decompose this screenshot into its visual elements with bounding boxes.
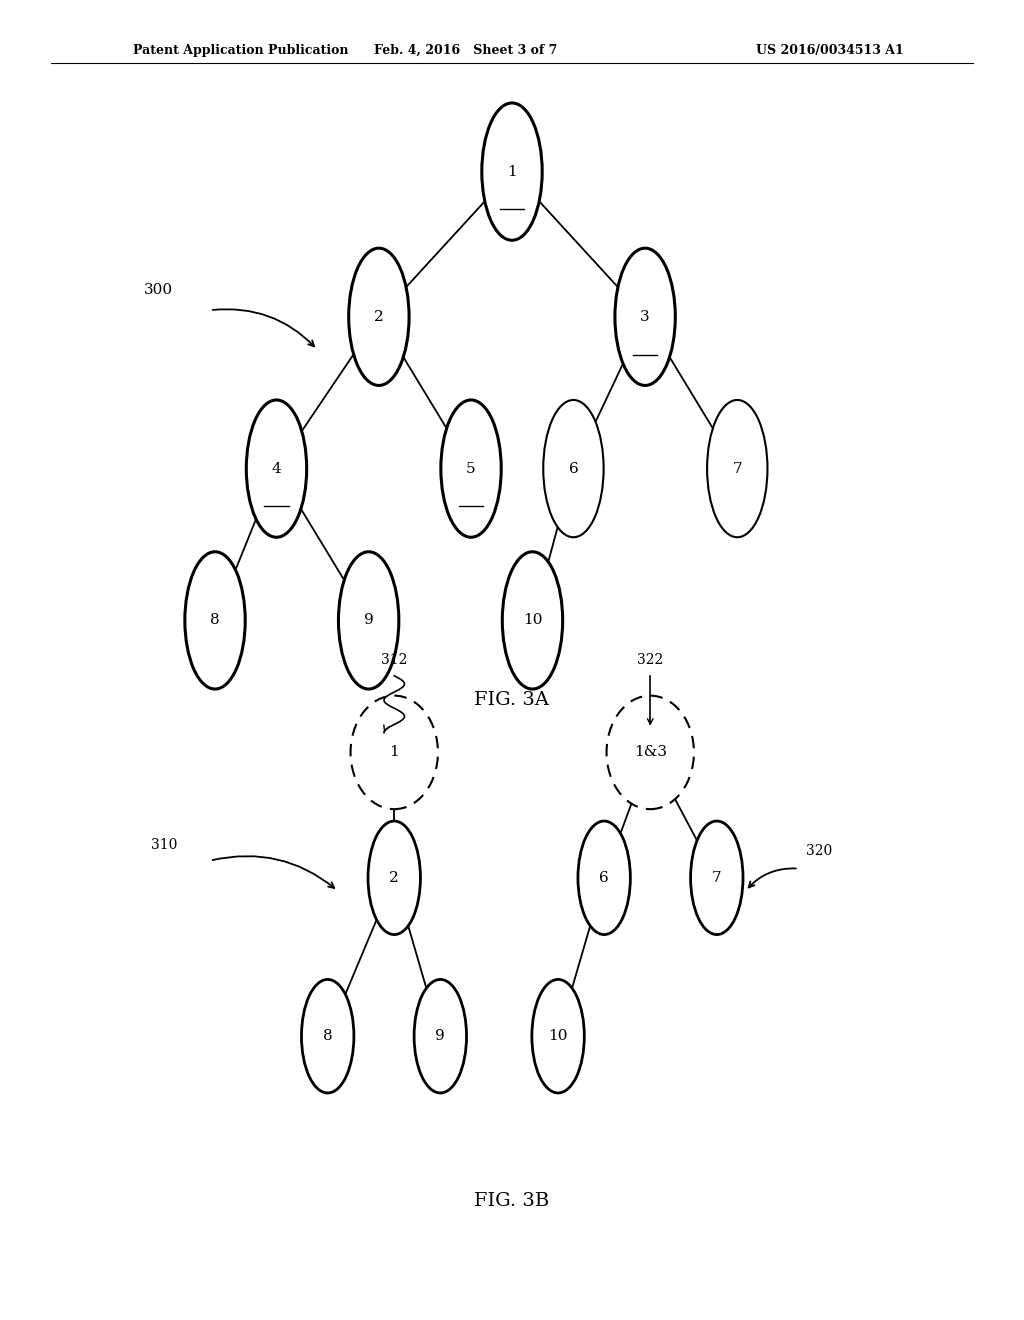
Ellipse shape xyxy=(441,400,501,537)
Text: 1&3: 1&3 xyxy=(634,746,667,759)
Ellipse shape xyxy=(339,552,398,689)
Text: 5: 5 xyxy=(466,462,476,475)
Text: 10: 10 xyxy=(522,614,543,627)
Text: Patent Application Publication: Patent Application Publication xyxy=(133,44,348,57)
Ellipse shape xyxy=(301,979,354,1093)
Text: 322: 322 xyxy=(637,652,664,667)
Text: 310: 310 xyxy=(151,838,177,851)
Text: 1: 1 xyxy=(389,746,399,759)
Text: 6: 6 xyxy=(568,462,579,475)
Ellipse shape xyxy=(349,248,409,385)
Ellipse shape xyxy=(708,400,767,537)
Text: 7: 7 xyxy=(712,871,722,884)
Text: 300: 300 xyxy=(144,284,173,297)
Ellipse shape xyxy=(247,400,306,537)
Text: US 2016/0034513 A1: US 2016/0034513 A1 xyxy=(756,44,903,57)
Text: 9: 9 xyxy=(435,1030,445,1043)
Ellipse shape xyxy=(414,979,467,1093)
Text: Feb. 4, 2016   Sheet 3 of 7: Feb. 4, 2016 Sheet 3 of 7 xyxy=(374,44,558,57)
Text: 9: 9 xyxy=(364,614,374,627)
Ellipse shape xyxy=(482,103,542,240)
Ellipse shape xyxy=(615,248,675,385)
Text: FIG. 3A: FIG. 3A xyxy=(474,690,550,709)
Text: 7: 7 xyxy=(732,462,742,475)
Ellipse shape xyxy=(185,552,245,689)
Text: 10: 10 xyxy=(548,1030,568,1043)
Text: FIG. 3B: FIG. 3B xyxy=(474,1192,550,1210)
Text: 2: 2 xyxy=(389,871,399,884)
Ellipse shape xyxy=(606,696,694,809)
Text: 8: 8 xyxy=(323,1030,333,1043)
Ellipse shape xyxy=(368,821,421,935)
Ellipse shape xyxy=(690,821,743,935)
Ellipse shape xyxy=(578,821,631,935)
Ellipse shape xyxy=(544,400,603,537)
Text: 1: 1 xyxy=(507,165,517,178)
Text: 6: 6 xyxy=(599,871,609,884)
Text: 4: 4 xyxy=(271,462,282,475)
Text: 2: 2 xyxy=(374,310,384,323)
Text: 8: 8 xyxy=(210,614,220,627)
Ellipse shape xyxy=(503,552,562,689)
Ellipse shape xyxy=(350,696,438,809)
Text: 320: 320 xyxy=(806,845,833,858)
Ellipse shape xyxy=(531,979,585,1093)
Text: 3: 3 xyxy=(640,310,650,323)
Text: 312: 312 xyxy=(381,652,408,667)
